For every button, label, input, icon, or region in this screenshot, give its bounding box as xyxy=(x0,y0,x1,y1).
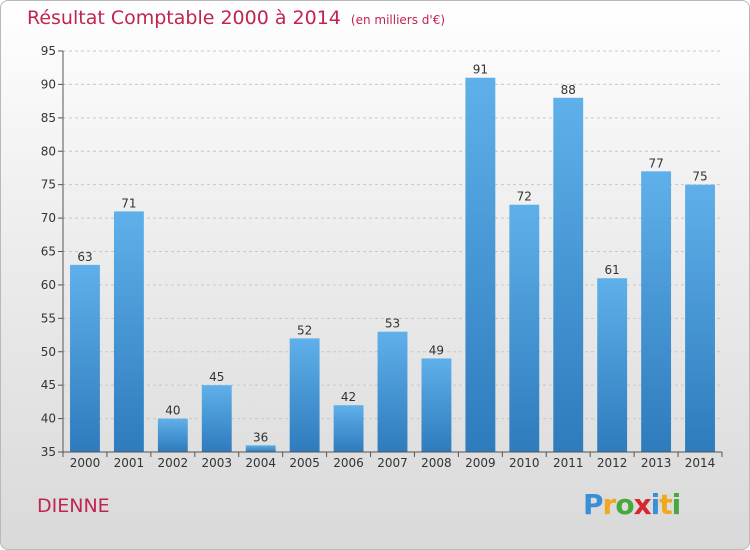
logo-letter: x xyxy=(633,488,652,521)
y-tick-label: 60 xyxy=(41,278,56,292)
logo-letter: r xyxy=(602,488,617,521)
y-tick-label: 90 xyxy=(41,77,56,91)
bar xyxy=(70,264,100,452)
x-tick-label: 2004 xyxy=(245,456,276,470)
data-label: 88 xyxy=(561,83,576,97)
x-tick-label: 2013 xyxy=(641,456,672,470)
x-tick-label: 2011 xyxy=(553,456,584,470)
logo-letter: P xyxy=(583,488,604,521)
y-tick-label: 95 xyxy=(41,44,56,58)
bar xyxy=(641,171,672,453)
y-tick-label: 35 xyxy=(41,445,56,459)
y-tick-label: 40 xyxy=(41,412,56,426)
bar xyxy=(553,97,584,453)
data-label: 71 xyxy=(121,196,136,210)
logo-letter: o xyxy=(615,488,634,521)
bar xyxy=(113,211,144,452)
data-label: 52 xyxy=(297,323,312,337)
x-tick-label: 2002 xyxy=(158,456,189,470)
bar xyxy=(157,418,188,452)
x-tick-label: 2009 xyxy=(465,456,496,470)
x-tick-label: 2010 xyxy=(509,456,540,470)
y-tick-label: 75 xyxy=(41,178,56,192)
bar xyxy=(421,358,452,452)
data-label: 49 xyxy=(429,343,444,357)
y-axis: 35 40 45 50 55 60 65 70 75 80 85 90 95 xyxy=(41,44,64,459)
bars: 63 71 40 45 36 52 42 53 49 91 72 88 61 77 75 xyxy=(70,63,715,453)
bar xyxy=(597,278,628,452)
logo-letter: t xyxy=(659,488,672,521)
y-tick-label: 45 xyxy=(41,378,56,392)
data-label: 91 xyxy=(473,63,488,77)
data-label: 75 xyxy=(692,170,707,184)
data-label: 36 xyxy=(253,430,268,444)
x-tick-label: 2000 xyxy=(70,456,101,470)
bar xyxy=(509,204,540,452)
x-tick-label: 2012 xyxy=(597,456,628,470)
x-tick-label: 2007 xyxy=(377,456,408,470)
y-tick-label: 55 xyxy=(41,311,56,325)
bar xyxy=(333,405,364,452)
x-axis: 2000 2001 2002 2003 2004 2005 2006 2007 2008 2009… xyxy=(62,451,723,470)
x-tick-label: 2003 xyxy=(201,456,232,470)
data-label: 40 xyxy=(165,404,180,418)
chart-unit: (en milliers d'€) xyxy=(350,13,446,27)
commune-name: DIENNE xyxy=(37,495,110,517)
y-tick-label: 80 xyxy=(41,144,56,158)
x-tick-label: 2001 xyxy=(114,456,145,470)
data-label: 53 xyxy=(385,317,400,331)
logo-letter: i xyxy=(650,488,661,521)
data-label: 72 xyxy=(517,190,532,204)
chart-title: Résultat Comptable 2000 à 2014 (en millie… xyxy=(27,7,446,29)
x-tick-label: 2008 xyxy=(421,456,452,470)
y-tick-label: 65 xyxy=(41,245,56,259)
bar xyxy=(685,184,715,452)
x-tick-label: 2005 xyxy=(289,456,320,470)
bar xyxy=(245,445,276,452)
data-label: 42 xyxy=(341,390,356,404)
bar xyxy=(465,77,496,452)
y-tick-label: 85 xyxy=(41,111,56,125)
logo-letter: i xyxy=(671,488,682,521)
y-tick-label: 70 xyxy=(41,211,56,225)
data-label: 45 xyxy=(209,370,224,384)
x-tick-label: 2006 xyxy=(333,456,364,470)
bar xyxy=(201,385,232,452)
bar xyxy=(377,331,408,452)
bar xyxy=(289,338,320,452)
data-label: 61 xyxy=(605,263,620,277)
y-tick-label: 50 xyxy=(41,345,56,359)
x-tick-label: 2014 xyxy=(685,456,716,470)
proxiti-logo: Proxiti xyxy=(583,488,682,521)
data-label: 77 xyxy=(648,156,663,170)
data-label: 63 xyxy=(77,250,92,264)
